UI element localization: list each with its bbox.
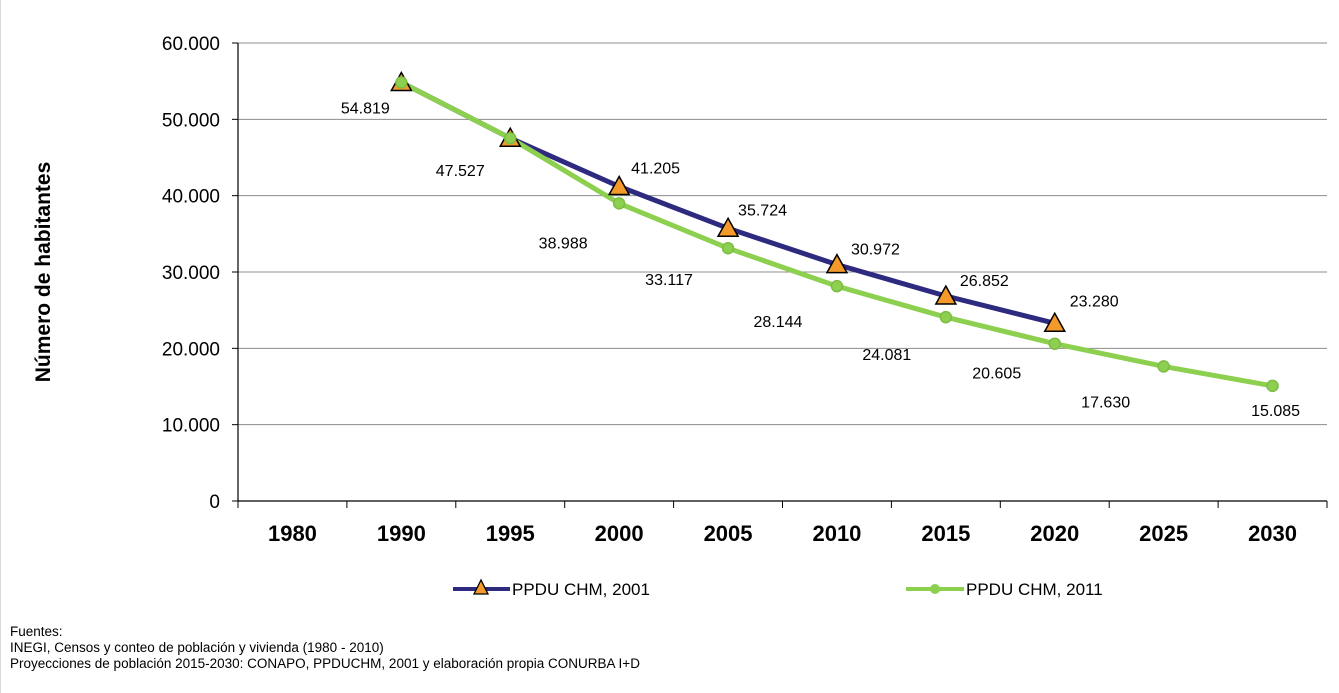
data-label-2011: 33.117 — [645, 272, 693, 289]
marker-2011 — [1048, 337, 1061, 350]
legend-item-2001: PPDU CHM, 2001 — [453, 578, 650, 599]
sources-heading: Fuentes: — [10, 624, 63, 639]
data-label-2011: 15.085 — [1251, 403, 1300, 420]
y-tick-label: 30.000 — [162, 263, 220, 284]
sources-line-1: INEGI, Censos y conteo de población y vi… — [10, 640, 384, 655]
axis-layer: 0 10.000 20.000 30.000 40.000 50.000 60.000 198… — [162, 34, 1328, 546]
x-tick-label: 1995 — [486, 521, 535, 546]
marker-2011 — [504, 131, 517, 145]
marker-2011 — [1157, 360, 1170, 373]
data-label-2001: 35.724 — [738, 202, 787, 219]
data-label-2001: 47.527 — [436, 163, 485, 180]
legend-marker-2011 — [930, 584, 940, 594]
marker-2011 — [830, 279, 844, 293]
data-label-2001: 30.972 — [851, 242, 900, 259]
marker-2011 — [1266, 379, 1279, 393]
y-axis-title: Número de habitantes — [32, 162, 55, 383]
x-tick-label: 2005 — [704, 521, 753, 546]
sources-note: Fuentes: INEGI, Censos y conteo de pobla… — [10, 624, 640, 672]
marker-2001 — [607, 174, 631, 196]
y-tick-label: 60.000 — [162, 34, 220, 55]
marker-2011 — [939, 310, 953, 324]
y-tick-label: 10.000 — [162, 416, 220, 437]
y-tick-label: 40.000 — [162, 187, 220, 208]
legend-item-2011: PPDU CHM, 2011 — [906, 580, 1103, 599]
x-tick-label: 2010 — [812, 521, 861, 546]
data-label-2011: 24.081 — [862, 347, 911, 364]
marker-2011 — [612, 197, 626, 210]
data-label-2001: 23.280 — [1070, 293, 1119, 310]
data-label-2001: 41.205 — [631, 160, 680, 177]
x-tick-label: 2025 — [1139, 521, 1188, 546]
legend: PPDU CHM, 2001 PPDU CHM, 2011 — [453, 578, 1103, 599]
legend-label-2011: PPDU CHM, 2011 — [966, 580, 1103, 599]
y-tick-label: 0 — [209, 492, 220, 513]
data-label-2011: 28.144 — [753, 314, 802, 331]
data-label-2011: 38.988 — [539, 235, 588, 252]
marker-2011 — [395, 76, 408, 89]
y-tick-label: 20.000 — [162, 339, 220, 360]
marker-2001 — [1043, 311, 1067, 333]
x-tick-label: 2015 — [921, 521, 970, 546]
x-tick-label: 2030 — [1248, 521, 1297, 546]
data-label-2011: 20.605 — [972, 366, 1021, 383]
legend-label-2001: PPDU CHM, 2001 — [512, 580, 650, 599]
series-line-2001 — [400, 80, 1056, 326]
marker-2001 — [825, 253, 849, 274]
marker-2001 — [934, 284, 958, 305]
legend-marker-2001 — [472, 578, 490, 595]
series-line-2011 — [400, 80, 1273, 389]
series-layer — [390, 71, 1279, 393]
marker-2001 — [716, 216, 740, 238]
x-tick-label: 1980 — [268, 521, 317, 546]
data-label-2001: 26.852 — [960, 273, 1009, 290]
y-tick-label: 50.000 — [162, 110, 220, 131]
x-tick-label: 2020 — [1030, 521, 1079, 546]
data-label-2001: 54.819 — [341, 101, 390, 118]
grid-layer — [238, 42, 1327, 426]
x-tick-label: 2000 — [595, 521, 644, 546]
data-label-2011: 17.630 — [1081, 394, 1130, 411]
data-label-layer: 54.819 47.527 41.205 35.724 30.972 26.852 23.2… — [341, 101, 1300, 420]
sources-line-2: Proyecciones de población 2015-2030: CON… — [10, 656, 640, 671]
x-tick-label: 1990 — [377, 521, 426, 546]
marker-2011 — [721, 241, 735, 255]
